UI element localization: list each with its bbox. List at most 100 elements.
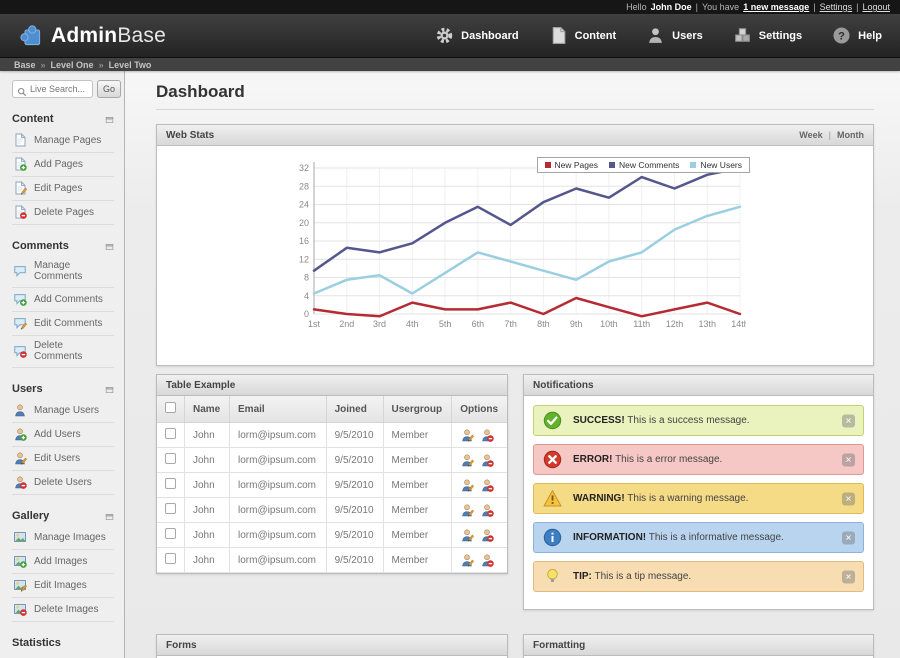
sidebar-item[interactable]: Delete Comments	[12, 336, 114, 368]
sidebar-item[interactable]: Manage Comments	[12, 256, 114, 288]
nav-item-label: Help	[858, 29, 882, 42]
collapse-panel-icon[interactable]	[105, 115, 114, 123]
sidebar-item-label: Edit Users	[34, 452, 81, 464]
sidebar-item[interactable]: Add Comments	[12, 288, 114, 312]
cell-usergroup: Member	[382, 547, 453, 573]
sidebar-item-label: Add Pages	[34, 158, 83, 170]
sidebar-statistics: Statistics Pages: 183 Comments: 432 User…	[12, 637, 114, 658]
collapse-panel-icon[interactable]	[105, 512, 114, 520]
sidebar-item[interactable]: Delete Images	[12, 598, 114, 622]
search-input[interactable]	[30, 84, 88, 94]
statistics-title: Statistics	[12, 637, 61, 649]
sidebar-item[interactable]: Edit Images	[12, 574, 114, 598]
sidebar-item[interactable]: Edit Comments	[12, 312, 114, 336]
legend-swatch	[608, 162, 615, 168]
close-icon[interactable]: ✕	[842, 531, 855, 544]
breadcrumb-item[interactable]: Base	[14, 59, 36, 70]
close-icon[interactable]: ✕	[842, 492, 855, 505]
range-month-button[interactable]: Month	[837, 130, 864, 140]
logout-link[interactable]: Logout	[862, 2, 890, 12]
edit-user-icon[interactable]	[460, 503, 475, 517]
row-checkbox[interactable]	[165, 478, 176, 489]
cell-name: John	[183, 547, 231, 573]
notification-prefix: WARNING!	[573, 493, 625, 504]
user-edit-icon	[13, 451, 27, 465]
notification: INFORMATION! This is a informative messa…	[533, 522, 864, 553]
select-all-checkbox[interactable]	[165, 402, 176, 413]
nav-item[interactable]: Settings	[733, 26, 802, 45]
nav-item[interactable]: Users	[646, 26, 703, 45]
nav-item[interactable]: Content	[549, 26, 616, 45]
notification-text: This is a tip message.	[594, 571, 692, 582]
close-icon[interactable]: ✕	[842, 570, 855, 583]
row-checkbox[interactable]	[165, 428, 176, 439]
row-checkbox[interactable]	[165, 503, 176, 514]
sidebar-item[interactable]: Delete Pages	[12, 201, 114, 225]
settings-link[interactable]: Settings	[819, 2, 853, 12]
collapse-panel-icon[interactable]	[105, 385, 114, 393]
user-icon	[13, 403, 27, 417]
image-add-icon	[13, 554, 27, 568]
notifications-title: Notifications	[533, 379, 594, 391]
svg-text:4: 4	[304, 291, 309, 301]
edit-user-icon[interactable]	[460, 428, 475, 442]
cell-joined: 9/5/2010	[325, 472, 384, 498]
search-go-button[interactable]: Go	[97, 80, 122, 98]
row-checkbox[interactable]	[165, 528, 176, 539]
sidebar-item[interactable]: Edit Pages	[12, 177, 114, 201]
notifications-panel: Notifications SUCCESS! This is a success…	[523, 374, 874, 610]
sidebar-item[interactable]: Add Users	[12, 423, 114, 447]
delete-user-icon[interactable]	[480, 428, 494, 442]
svg-text:7th: 7th	[504, 319, 517, 329]
range-week-button[interactable]: Week	[799, 130, 823, 140]
nav-item[interactable]: ? Help	[832, 26, 882, 45]
close-icon[interactable]: ✕	[842, 453, 855, 466]
svg-text:3rd: 3rd	[373, 319, 386, 329]
page-delete-icon	[13, 205, 27, 219]
table-row: John lorm@ipsum.com 9/5/2010 Member	[157, 447, 507, 473]
forms-title: Forms	[166, 639, 197, 651]
search-icon	[17, 84, 27, 97]
delete-user-icon[interactable]	[480, 528, 494, 542]
sidebar-item[interactable]: Edit Users	[12, 447, 114, 471]
nav-item[interactable]: Dashboard	[435, 26, 519, 45]
sidebar-section-title: Content	[12, 113, 54, 125]
collapse-panel-icon[interactable]	[105, 242, 114, 250]
page-edit-icon	[13, 181, 27, 195]
sidebar-item[interactable]: Manage Users	[12, 399, 114, 423]
cell-joined: 9/5/2010	[325, 422, 384, 448]
close-icon[interactable]: ✕	[842, 414, 855, 427]
new-message-link[interactable]: 1 new message	[743, 2, 810, 12]
notification: WARNING! This is a warning message. ✕	[533, 483, 864, 514]
sidebar: Go Content Manage Pages	[0, 71, 125, 658]
svg-text:8th: 8th	[537, 319, 550, 329]
delete-user-icon[interactable]	[480, 478, 494, 492]
row-checkbox[interactable]	[165, 453, 176, 464]
webstats-chart: 0 4 8 12 16 20 24 28 32 1st 2nd 3rd 4th 5th 6th 7th 8th 9…	[157, 157, 873, 365]
app-logo[interactable]: AdminBase	[18, 23, 166, 49]
delete-user-icon[interactable]	[480, 503, 494, 517]
row-checkbox[interactable]	[165, 553, 176, 564]
line-chart: 0 4 8 12 16 20 24 28 32 1st 2nd 3rd 4th 5th 6th 7th 8th 9…	[299, 162, 749, 329]
delete-user-icon[interactable]	[480, 453, 494, 467]
sidebar-item[interactable]: Delete Users	[12, 471, 114, 495]
legend-label: New Comments	[618, 160, 680, 170]
edit-user-icon[interactable]	[460, 528, 475, 542]
svg-text:2nd: 2nd	[339, 319, 354, 329]
edit-user-icon[interactable]	[460, 553, 475, 567]
svg-text:?: ?	[838, 30, 845, 42]
sidebar-item[interactable]: Add Pages	[12, 153, 114, 177]
sidebar-item[interactable]: Manage Pages	[12, 129, 114, 153]
cell-joined: 9/5/2010	[325, 547, 384, 573]
notification: TIP: This is a tip message. ✕	[533, 561, 864, 592]
breadcrumb-item[interactable]: Level One	[50, 59, 94, 70]
sidebar-item[interactable]: Add Images	[12, 550, 114, 574]
breadcrumb-item[interactable]: Level Two	[108, 59, 152, 70]
image-edit-icon	[13, 578, 27, 592]
edit-user-icon[interactable]	[460, 478, 475, 492]
greeting-text: Hello	[626, 2, 647, 12]
edit-user-icon[interactable]	[460, 453, 475, 467]
sidebar-item[interactable]: Manage Images	[12, 526, 114, 550]
comment-add-icon	[13, 292, 27, 306]
delete-user-icon[interactable]	[480, 553, 494, 567]
